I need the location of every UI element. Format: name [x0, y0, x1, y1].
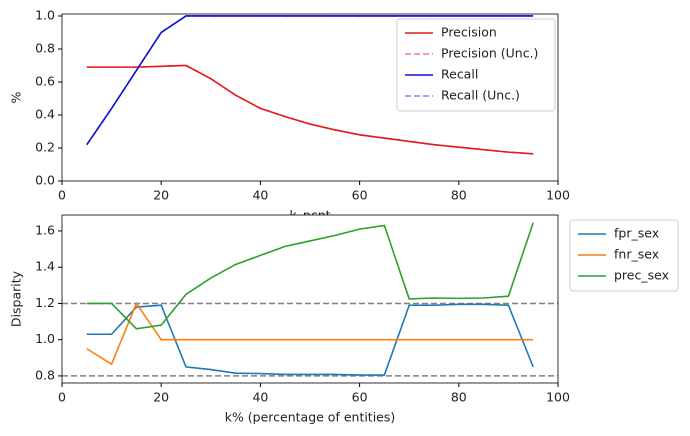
x-tick-label: 80 — [451, 390, 467, 405]
x-tick-label: 20 — [153, 188, 169, 203]
y-tick-label: 1.2 — [35, 295, 55, 310]
y-tick-label: 0.0 — [35, 173, 55, 188]
legend-box — [569, 219, 679, 292]
y-tick-label: 1.4 — [35, 259, 55, 274]
legend-label: fpr_sex — [614, 226, 659, 241]
x-tick-label: 100 — [546, 188, 570, 203]
y-tick-label: 0.6 — [35, 73, 55, 88]
y-tick-label: 1.6 — [35, 222, 55, 237]
legend-label: Precision (Unc.) — [441, 46, 538, 61]
x-tick-label: 40 — [252, 390, 268, 405]
y-axis-label: Disparity — [9, 270, 24, 327]
y-axis-label: % — [9, 91, 24, 103]
line-series — [86, 15, 534, 146]
x-axis-label: k% (percentage of entities) — [225, 410, 396, 425]
line-series — [86, 301, 534, 366]
axes-frame — [61, 214, 559, 384]
legend: fpr_sex fnr_sex prec_sex — [569, 219, 679, 292]
x-tick-label: 40 — [252, 188, 268, 203]
legend: Precision Precision (Unc.) Recall Recall (U… — [396, 18, 556, 112]
x-tick-label: 0 — [58, 390, 66, 405]
axes-frame — [61, 13, 559, 182]
legend-label: fnr_sex — [614, 247, 659, 262]
y-tick-label: 0.8 — [35, 367, 55, 382]
y-tick-label: 0.8 — [35, 40, 55, 55]
x-tick-label: 100 — [546, 390, 570, 405]
line-series — [86, 222, 534, 330]
axes-background — [62, 215, 558, 383]
x-tick-label: 20 — [153, 390, 169, 405]
y-tick-label: 1.0 — [35, 331, 55, 346]
y-tick-label: 0.4 — [35, 106, 55, 121]
y-tick-label: 1.0 — [35, 7, 55, 22]
legend-box — [396, 18, 556, 112]
legend-label: prec_sex — [614, 268, 669, 283]
x-tick-label: 60 — [352, 188, 368, 203]
subplot: 0 20 40 60 80 100 0.8 1.0 1.2 1.4 1.6 k% (percentag… — [9, 214, 570, 425]
x-tick-label: 80 — [451, 188, 467, 203]
x-tick-label: 60 — [352, 390, 368, 405]
legend-label: Precision — [441, 25, 497, 40]
line-series — [86, 303, 534, 376]
x-tick-label: 0 — [58, 188, 66, 203]
legend-label: Recall (Unc.) — [441, 88, 520, 103]
legend-label: Recall — [441, 67, 478, 82]
line-series — [86, 64, 534, 155]
y-tick-label: 0.2 — [35, 139, 55, 154]
